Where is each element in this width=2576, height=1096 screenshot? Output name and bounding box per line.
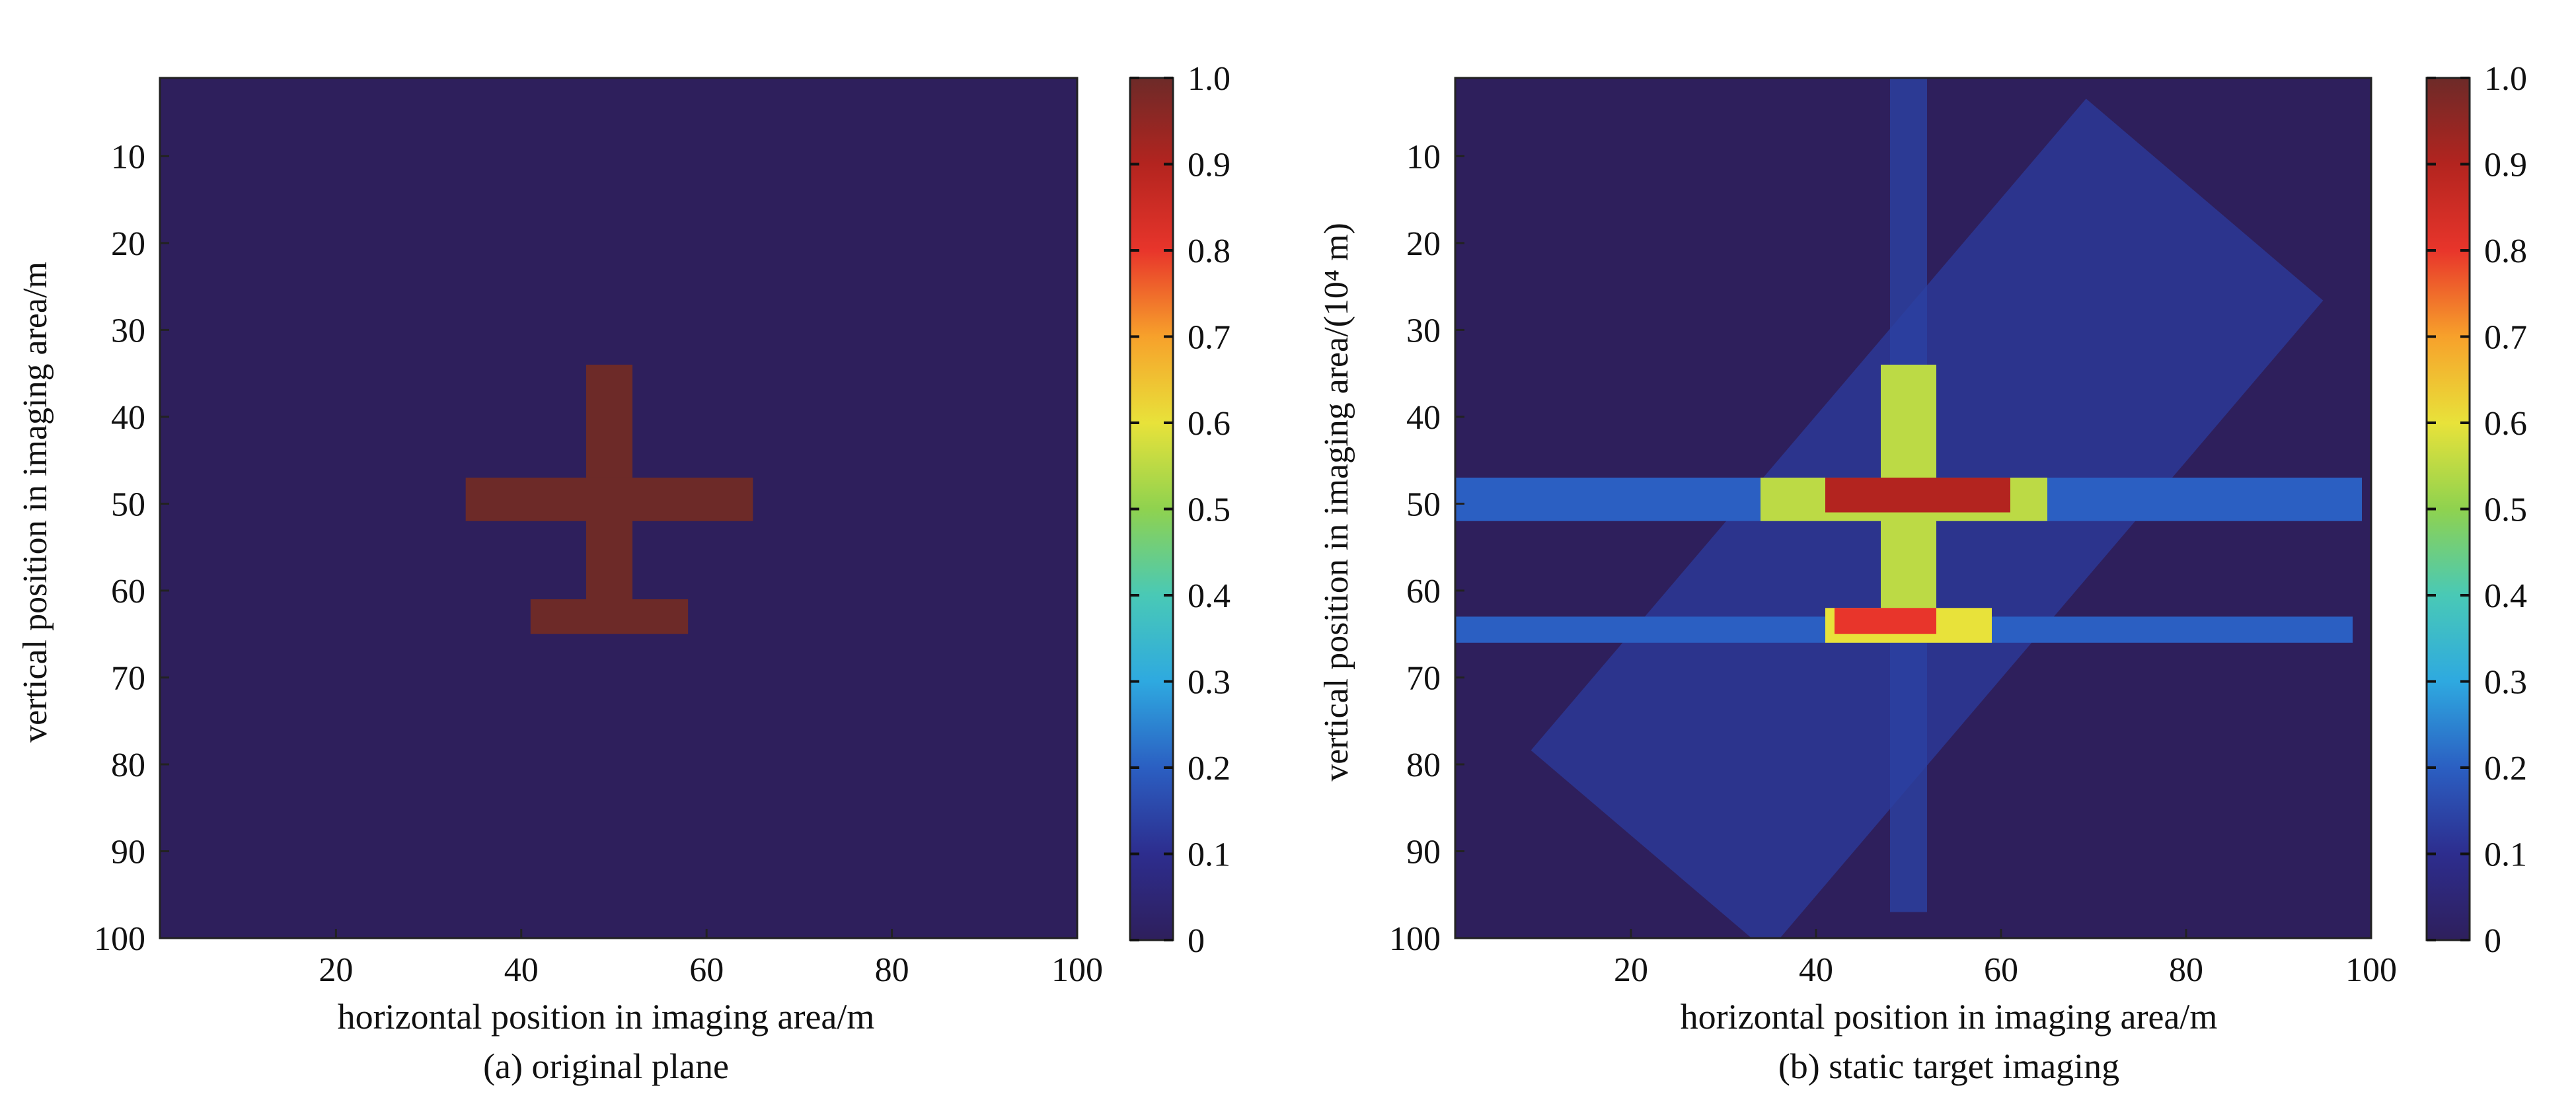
original-plane-colorbar-label-8: 0.8 bbox=[1188, 233, 1231, 270]
static-target-y-tick-label-70: 70 bbox=[1406, 659, 1441, 697]
static-target-image-marks bbox=[1455, 78, 2362, 938]
original-plane-colorbar-ticks: 0 0.1 0.2 0.3 0.4 0.5 0.6 0.7 0.8 0.9 1.0 bbox=[1130, 60, 1231, 960]
original-plane-target-marks bbox=[465, 365, 753, 634]
static-target-x-tick-label-40: 40 bbox=[1799, 951, 1833, 989]
static-target-colorbar-label-5: 0.5 bbox=[2484, 492, 2527, 529]
static-target-layer bbox=[1455, 78, 2362, 938]
original-plane-y-tick-label-10: 10 bbox=[111, 138, 145, 176]
original-plane-colorbar-label-2: 0.2 bbox=[1188, 750, 1231, 787]
static-target-colorbar-label-6: 0.6 bbox=[2484, 405, 2527, 443]
static-target-y-tick-label-60: 60 bbox=[1406, 573, 1441, 610]
static-target-colorbar-label-9: 0.9 bbox=[2484, 147, 2527, 184]
static-target-x-tick-label-80: 80 bbox=[2169, 951, 2203, 989]
static-target-y-tick-label-10: 10 bbox=[1406, 138, 1441, 176]
original-plane-y-label: vertical position in imaging area/m bbox=[17, 262, 54, 743]
static-target-colorbar-label-10: 1.0 bbox=[2484, 60, 2527, 98]
original-plane-plot-area bbox=[159, 77, 1079, 939]
static-target-y-label: vertical position in imaging area/(10⁴ m… bbox=[1318, 223, 1355, 782]
static-target-colorbar-ticks: 0 0.1 0.2 0.3 0.4 0.5 0.6 0.7 0.8 0.9 1.0 bbox=[2427, 60, 2527, 960]
original-plane-colorbar: 0 0.1 0.2 0.3 0.4 0.5 0.6 0.7 0.8 0.9 1.0 bbox=[1129, 60, 1231, 960]
static-target-y-tick-label-100: 100 bbox=[1389, 920, 1441, 958]
original-plane-y-ticks: 10 20 30 40 50 60 70 80 90 100 bbox=[94, 138, 169, 958]
static-target-tail-core bbox=[1835, 608, 1936, 634]
static-target-y-tick-label-30: 30 bbox=[1406, 312, 1441, 349]
original-plane-colorbar-label-4: 0.4 bbox=[1188, 577, 1231, 615]
original-plane-tail-plane bbox=[530, 599, 689, 634]
original-plane-colorbar-label-6: 0.6 bbox=[1188, 405, 1231, 443]
static-target-y-tick-label-80: 80 bbox=[1406, 747, 1441, 784]
original-plane-y-tick-label-80: 80 bbox=[111, 747, 145, 784]
original-plane-x-tick-label-100: 100 bbox=[1051, 951, 1103, 989]
static-target-svg: 20 40 60 80 100 10 20 30 40 50 60 70 80 90 100 horizo… bbox=[1318, 60, 2527, 1086]
original-plane-svg: 20 40 60 80 100 10 20 30 40 50 60 70 80 90 100 horizo… bbox=[17, 60, 1231, 1086]
original-plane-x-label: horizontal position in imaging area/m bbox=[338, 997, 875, 1037]
original-plane-y-tick-label-90: 90 bbox=[111, 833, 145, 871]
static-target-y-tick-label-40: 40 bbox=[1406, 399, 1441, 437]
original-plane-x-tick-label-20: 20 bbox=[319, 951, 353, 989]
static-target-y-ticks: 10 20 30 40 50 60 70 80 90 100 bbox=[1389, 138, 1464, 958]
original-plane-x-ticks: 20 40 60 80 100 bbox=[319, 929, 1103, 989]
original-plane-main-wing bbox=[465, 477, 753, 521]
original-plane-colorbar-label-10: 1.0 bbox=[1188, 60, 1231, 98]
original-plane-y-tick-label-70: 70 bbox=[111, 659, 145, 697]
static-target-plot-area bbox=[1454, 77, 2372, 939]
original-plane-y-tick-label-100: 100 bbox=[94, 920, 145, 958]
static-target-caption: (b) static target imaging bbox=[1778, 1046, 2119, 1086]
original-plane-frame bbox=[159, 77, 1079, 939]
chart-panel-original-plane: 20 40 60 80 100 10 20 30 40 50 60 70 80 90 100 horizo… bbox=[0, 0, 1288, 1093]
static-target-x-tick-label-60: 60 bbox=[1984, 951, 2018, 989]
static-target-y-tick-label-90: 90 bbox=[1406, 833, 1441, 871]
original-plane-colorbar-label-9: 0.9 bbox=[1188, 147, 1231, 184]
static-target-x-tick-label-100: 100 bbox=[2345, 951, 2397, 989]
static-target-colorbar-label-4: 0.4 bbox=[2484, 577, 2527, 615]
original-plane-x-tick-label-40: 40 bbox=[504, 951, 539, 989]
static-target-y-tick-label-50: 50 bbox=[1406, 486, 1441, 523]
original-plane-y-tick-label-30: 30 bbox=[111, 312, 145, 349]
static-target-colorbar-label-7: 0.7 bbox=[2484, 319, 2527, 357]
static-target-colorbar-label-1: 0.1 bbox=[2484, 836, 2527, 874]
original-plane-colorbar-label-3: 0.3 bbox=[1188, 664, 1231, 702]
original-plane-caption: (a) original plane bbox=[483, 1046, 729, 1086]
original-plane-x-tick-label-60: 60 bbox=[689, 951, 724, 989]
original-plane-y-tick-label-50: 50 bbox=[111, 486, 145, 523]
original-plane-colorbar-label-7: 0.7 bbox=[1188, 319, 1231, 357]
static-target-colorbar-label-0: 0 bbox=[2484, 922, 2501, 960]
static-target-x-ticks: 20 40 60 80 100 bbox=[1614, 929, 2397, 989]
original-plane-colorbar-label-1: 0.1 bbox=[1188, 836, 1231, 874]
original-plane-y-tick-label-40: 40 bbox=[111, 399, 145, 437]
original-plane-y-tick-label-20: 20 bbox=[111, 225, 145, 263]
original-plane-x-tick-label-80: 80 bbox=[875, 951, 909, 989]
chart-panel-static-target-imaging: 20 40 60 80 100 10 20 30 40 50 60 70 80 90 100 horizo… bbox=[1288, 0, 2576, 1093]
original-plane-colorbar-label-0: 0 bbox=[1188, 922, 1205, 960]
static-target-x-tick-label-20: 20 bbox=[1614, 951, 1648, 989]
static-target-colorbar-label-2: 0.2 bbox=[2484, 750, 2527, 787]
static-target-colorbar-label-3: 0.3 bbox=[2484, 664, 2527, 702]
original-plane-colorbar-label-5: 0.5 bbox=[1188, 492, 1231, 529]
static-target-colorbar: 0 0.1 0.2 0.3 0.4 0.5 0.6 0.7 0.8 0.9 1.0 bbox=[2425, 60, 2527, 960]
static-target-colorbar-label-8: 0.8 bbox=[2484, 233, 2527, 270]
static-target-x-label: horizontal position in imaging area/m bbox=[1681, 997, 2218, 1037]
original-plane-y-tick-label-60: 60 bbox=[111, 573, 145, 610]
static-target-frame bbox=[1454, 77, 2372, 939]
static-target-y-tick-label-20: 20 bbox=[1406, 225, 1441, 263]
static-target-main-wing-core bbox=[1825, 477, 2010, 513]
